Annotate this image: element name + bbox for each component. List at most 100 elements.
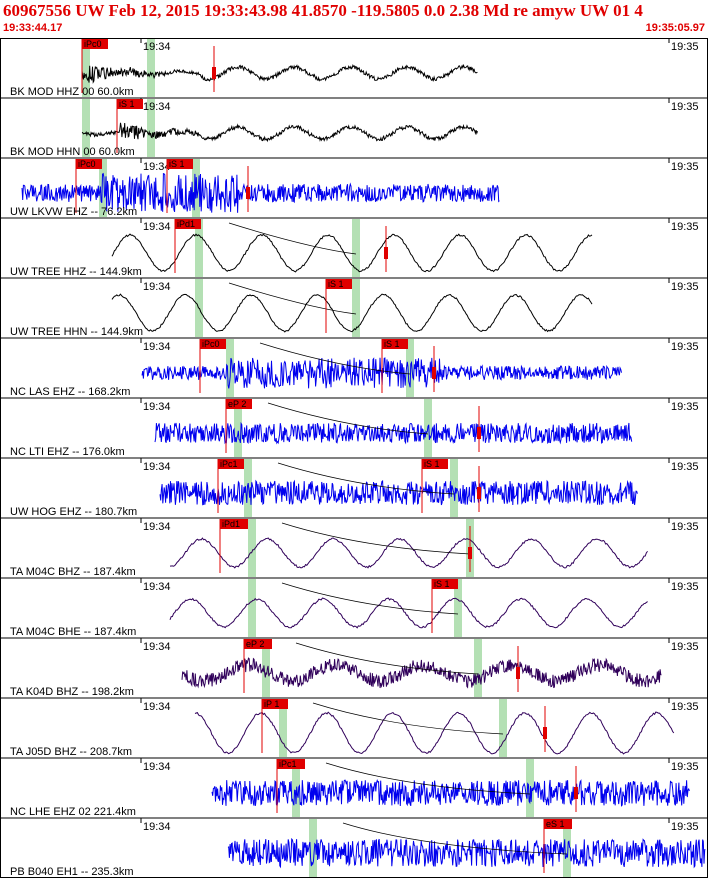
time-tick-label: 19:35 xyxy=(671,821,699,833)
theoretical-arrival-curve xyxy=(342,822,568,855)
phase-pick-label: iS 1 xyxy=(328,279,344,289)
time-tick-label: 19:34 xyxy=(143,281,171,293)
time-tick-label: 19:35 xyxy=(671,281,699,293)
time-tick-label: 19:34 xyxy=(143,701,171,713)
time-tick-label: 19:35 xyxy=(671,761,699,773)
phase-pick-label: iPc0 xyxy=(78,159,96,169)
theoretical-arrival-curve xyxy=(228,282,357,315)
time-tick-label: 19:35 xyxy=(671,581,699,593)
phase-pick-flag xyxy=(200,339,226,349)
phase-pick-flag xyxy=(167,159,193,169)
theoretical-arrival-curve xyxy=(259,342,411,375)
time-tick-label: 19:35 xyxy=(671,521,699,533)
theoretical-arrival-curve xyxy=(281,522,471,555)
phase-pick-label: eS 1 xyxy=(546,819,565,829)
amplitude-marker-tick xyxy=(477,487,481,499)
start-time: 19:33:44.17 xyxy=(3,22,63,34)
time-tick-label: 19:34 xyxy=(143,761,171,773)
pick-window xyxy=(406,339,414,397)
phase-pick-flag xyxy=(432,579,458,589)
theoretical-arrival-curve xyxy=(267,402,429,435)
phase-pick-flag xyxy=(262,699,288,709)
pick-window xyxy=(244,459,252,517)
phase-pick-flag xyxy=(326,279,352,289)
theoretical-arrival-curve xyxy=(228,222,357,255)
waveform-trace xyxy=(227,837,706,869)
phase-pick-flag xyxy=(226,399,252,409)
pick-window xyxy=(309,819,317,877)
pick-window xyxy=(82,39,90,97)
phase-pick-label: iPd1 xyxy=(222,519,240,529)
theoretical-arrival-curve xyxy=(312,702,504,735)
phase-pick-flag xyxy=(244,639,272,649)
pick-window xyxy=(248,579,256,637)
waveform-trace xyxy=(159,479,638,506)
waveform-trace xyxy=(194,711,675,755)
phase-pick-label: iS 1 xyxy=(434,579,450,589)
waveform-trace xyxy=(169,597,648,629)
station-label: UW LKVW EHZ -- 76.2km xyxy=(10,206,137,218)
theoretical-arrival-curve xyxy=(295,642,479,675)
event-title: 60967556 UW Feb 12, 2015 19:33:43.98 41.… xyxy=(3,1,643,20)
seismogram-panel[interactable]: 19:34 19:35 iPc0 BK MOD HHZ 00 60.0km 19:34 1… xyxy=(0,38,708,878)
theoretical-arrival-curve xyxy=(277,462,455,495)
pick-window xyxy=(292,759,300,817)
time-tick-label: 19:35 xyxy=(671,641,699,653)
phase-pick-flag xyxy=(76,159,102,169)
phase-pick-flag xyxy=(382,339,408,349)
station-label: NC LAS EHZ -- 168.2km xyxy=(10,386,130,398)
station-label: NC LTI EHZ -- 176.0km xyxy=(10,446,125,458)
theoretical-arrival-curve xyxy=(281,582,459,615)
phase-pick-label: iPc1 xyxy=(279,759,297,769)
amplitude-marker-tick xyxy=(516,667,520,679)
station-label: PB B040 EH1 -- 235.3km xyxy=(10,866,134,878)
time-tick-label: 19:34 xyxy=(143,161,171,173)
phase-pick-label: iPc0 xyxy=(202,339,220,349)
station-label: UW TREE HHZ -- 144.9km xyxy=(10,266,142,278)
station-label: TA M04C BHZ -- 187.4km xyxy=(10,566,136,578)
pick-window xyxy=(82,99,90,157)
time-tick-label: 19:35 xyxy=(671,341,699,353)
time-tick-label: 19:34 xyxy=(143,101,171,113)
amplitude-marker-tick xyxy=(468,547,472,559)
phase-pick-flag xyxy=(422,459,448,469)
phase-pick-label: iPc0 xyxy=(84,39,102,49)
waveform-trace xyxy=(81,63,478,84)
pick-window xyxy=(147,99,155,157)
pick-window xyxy=(499,699,507,757)
time-tick-label: 19:35 xyxy=(671,401,699,413)
waveform-trace xyxy=(154,421,633,445)
pick-window xyxy=(262,639,270,697)
phase-pick-label: iS 1 xyxy=(424,459,440,469)
pick-window xyxy=(474,639,482,697)
time-tick-label: 19:34 xyxy=(143,41,171,53)
phase-pick-label: iS 1 xyxy=(384,339,400,349)
phase-pick-flag xyxy=(220,519,248,529)
amplitude-marker-tick xyxy=(543,727,547,739)
phase-pick-label: iS 1 xyxy=(169,159,185,169)
station-label: UW HOG EHZ -- 180.7km xyxy=(10,506,137,518)
time-tick-label: 19:34 xyxy=(143,461,171,473)
pick-window xyxy=(563,819,571,877)
pick-window xyxy=(147,39,155,97)
phase-pick-flag xyxy=(218,459,244,469)
time-tick-label: 19:35 xyxy=(671,221,699,233)
time-tick-label: 19:35 xyxy=(671,101,699,113)
time-tick-label: 19:34 xyxy=(143,521,171,533)
station-label: UW TREE HHN -- 144.9km xyxy=(10,326,143,338)
pick-window xyxy=(99,159,107,217)
time-tick-label: 19:35 xyxy=(671,461,699,473)
pick-window xyxy=(279,699,287,757)
pick-window xyxy=(226,339,234,397)
station-label: TA M04C BHE -- 187.4km xyxy=(10,626,136,638)
phase-pick-flag xyxy=(117,99,143,109)
pick-window xyxy=(195,219,203,277)
time-tick-label: 19:34 xyxy=(143,341,171,353)
theoretical-arrival-curve xyxy=(325,762,531,795)
waveform-trace xyxy=(111,293,593,333)
phase-pick-label: iPc1 xyxy=(220,459,238,469)
amplitude-marker-tick xyxy=(384,247,388,259)
station-label: TA K04D BHZ -- 198.2km xyxy=(10,686,134,698)
time-tick-label: 19:34 xyxy=(143,581,171,593)
time-tick-label: 19:34 xyxy=(143,641,171,653)
